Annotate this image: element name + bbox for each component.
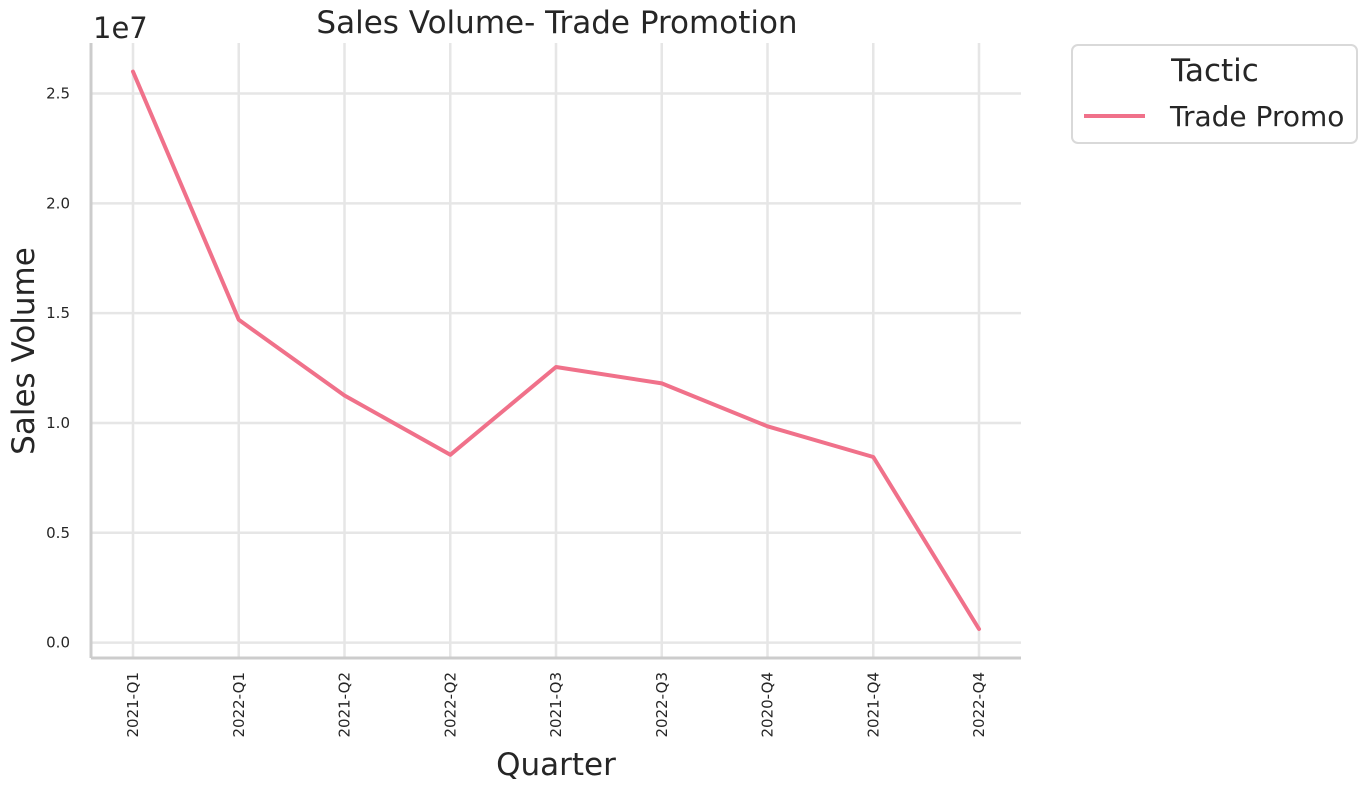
y-tick-label: 2.5 (46, 85, 70, 103)
series-layer (131, 69, 981, 631)
x-tick-label: 2021-Q3 (547, 672, 565, 738)
x-tick-label: 2022-Q4 (970, 672, 988, 738)
x-tick-label: 2022-Q3 (653, 672, 671, 738)
grid-lines (91, 43, 1021, 658)
y-offset-label: 1e7 (93, 11, 148, 45)
x-tick-label: 2021-Q4 (864, 672, 882, 738)
legend-title: Tactic (1170, 53, 1259, 89)
y-tick-label: 0.0 (46, 634, 70, 652)
y-axis-label: Sales Volume (6, 247, 42, 455)
x-tick-label: 2020-Q4 (759, 672, 777, 738)
x-tick-label: 2022-Q1 (230, 672, 248, 738)
y-tick-label: 0.5 (46, 524, 70, 542)
x-tick-label: 2021-Q2 (336, 672, 354, 738)
y-tick-label: 1.0 (46, 414, 70, 432)
y-axis-ticks: 0.0 0.5 1.0 1.5 2.0 2.5 (46, 85, 70, 652)
series-line-trade-promo (131, 69, 981, 631)
x-axis-ticks: 2021-Q1 2022-Q1 2021-Q2 2022-Q2 2021-Q3 2022-… (124, 672, 988, 738)
chart-title: Sales Volume- Trade Promotion (316, 5, 797, 41)
y-tick-label: 2.0 (46, 194, 70, 212)
legend-frame (1071, 44, 1358, 144)
x-tick-label: 2021-Q1 (124, 672, 142, 738)
y-tick-label: 1.5 (46, 304, 70, 322)
legend: Tactic Trade Promo (1071, 44, 1358, 144)
x-axis-label: Quarter (496, 747, 616, 783)
x-tick-label: 2022-Q2 (441, 672, 459, 738)
legend-label-trade-promo: Trade Promo (1169, 100, 1344, 133)
axis-spines (89, 43, 1021, 660)
